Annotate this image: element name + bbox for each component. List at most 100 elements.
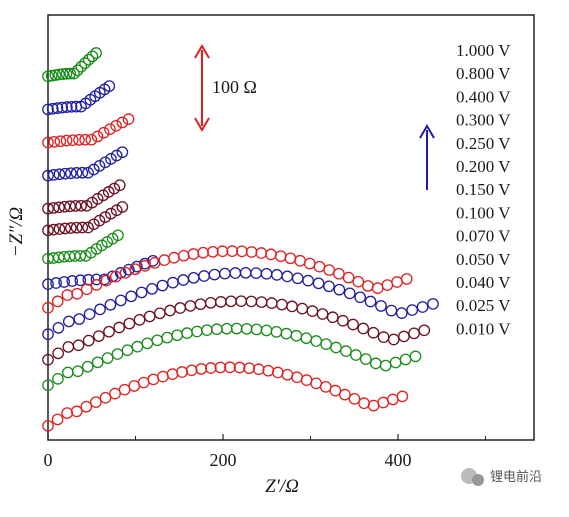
data-point (206, 245, 219, 258)
data-point (387, 333, 400, 346)
data-markers (42, 47, 439, 432)
data-point (208, 268, 221, 281)
data-point (56, 68, 69, 80)
data-point (56, 101, 68, 114)
data-point (157, 370, 169, 383)
data-point (185, 364, 198, 377)
data-point (42, 301, 54, 314)
data-point (252, 363, 265, 376)
data-point (82, 334, 95, 347)
data-point (184, 300, 197, 312)
data-point (146, 282, 158, 295)
data-point (302, 274, 314, 287)
data-point (62, 366, 74, 379)
data-point (177, 274, 190, 286)
data-point (333, 267, 345, 280)
data-point (70, 405, 83, 418)
data-point (52, 321, 65, 334)
data-point (104, 123, 116, 136)
data-point (52, 372, 64, 385)
series-0.025 (42, 322, 422, 392)
data-point (215, 296, 227, 308)
data-point (135, 286, 148, 299)
data-point (367, 399, 380, 412)
data-point (70, 167, 83, 179)
data-point (110, 204, 123, 217)
data-point (99, 156, 112, 169)
data-point (352, 275, 365, 288)
data-point (110, 270, 122, 283)
data-point (280, 327, 293, 340)
legend-entry: 0.300 V (456, 111, 511, 130)
data-point (87, 163, 100, 176)
legend-arrow-head (419, 124, 435, 139)
data-point (233, 361, 246, 374)
data-point (93, 214, 106, 227)
data-point (94, 303, 106, 316)
data-point (82, 166, 94, 179)
data-point (168, 251, 180, 264)
data-point (81, 360, 94, 373)
data-point (130, 260, 143, 273)
data-point (98, 273, 111, 286)
data-point (230, 322, 243, 335)
data-point (271, 269, 283, 281)
data-point (101, 352, 114, 364)
x-tick-label: 0 (44, 450, 53, 470)
data-point (53, 201, 65, 214)
series-0.050 (42, 266, 439, 341)
data-point (103, 325, 115, 338)
data-point (147, 373, 160, 386)
data-point (265, 248, 277, 261)
data-point (187, 248, 200, 260)
data-point (91, 356, 104, 369)
legend-entry: 0.200 V (456, 157, 511, 176)
scale-bar-label: 100 Ω (212, 77, 257, 97)
data-point (236, 245, 248, 258)
data-point (104, 298, 117, 311)
series-0.200 (42, 201, 129, 237)
legend-entry: 0.040 V (456, 273, 511, 292)
data-point (42, 278, 54, 291)
data-point (364, 295, 377, 308)
data-point (80, 199, 93, 212)
data-point (300, 374, 313, 387)
data-point (71, 64, 84, 77)
data-point (154, 307, 166, 320)
data-point (265, 297, 278, 309)
data-point (53, 168, 66, 181)
data-point (385, 304, 398, 317)
data-point (240, 322, 253, 335)
series-0.150 (42, 229, 124, 265)
series-0.070 (42, 245, 413, 314)
data-point (369, 357, 382, 370)
data-point (73, 134, 85, 146)
data-point (53, 223, 66, 235)
data-point (114, 294, 127, 307)
data-point (51, 295, 64, 308)
data-point (143, 310, 156, 323)
data-point (121, 344, 134, 357)
data-point (396, 390, 409, 403)
data-point (139, 260, 151, 272)
data-point (284, 252, 297, 265)
y-axis-title: −Z″/Ω (6, 207, 27, 258)
data-point (61, 407, 74, 419)
data-point (82, 53, 95, 66)
data-point (333, 283, 346, 296)
data-point (406, 304, 419, 316)
data-point (375, 300, 387, 312)
series-0.010 (42, 361, 409, 432)
data-point (300, 332, 313, 345)
data-point (51, 413, 64, 426)
data-point (79, 57, 91, 69)
data-point (70, 221, 83, 234)
data-point (204, 362, 217, 374)
data-point (197, 246, 209, 259)
x-ticks: 0 200 400 (44, 434, 486, 470)
series-0.300 (42, 146, 129, 182)
data-point (66, 275, 79, 287)
wechat-icon-small (472, 474, 484, 486)
data-point (62, 341, 75, 353)
data-point (105, 207, 117, 220)
